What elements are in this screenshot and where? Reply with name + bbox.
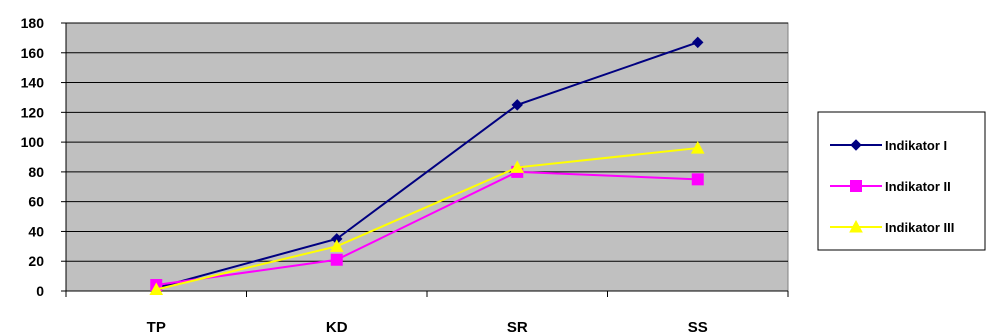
y-tick-label: 20 — [28, 253, 44, 269]
x-tick-label-tp: TP — [147, 319, 166, 336]
y-tick-label: 180 — [21, 15, 45, 31]
gridlines — [66, 22, 788, 262]
data-point-3-tp — [149, 282, 164, 296]
legend-label: Indikator III — [885, 220, 954, 235]
x-tick-label-kd: KD — [326, 319, 348, 336]
data-point-1-ss — [692, 36, 704, 49]
y-tick-label: 40 — [28, 223, 44, 239]
series-line-1 — [155, 41, 699, 289]
y-tick-label: 100 — [21, 134, 45, 150]
data-point-3-kd — [329, 239, 344, 252]
legend-label: Indikator I — [885, 138, 947, 153]
data-point-1-sr — [511, 99, 523, 111]
legend-item-1: Indikator I — [830, 138, 947, 153]
y-tick-label: 60 — [28, 194, 44, 210]
y-axis-ticks: 0 20 40 60 80 100 120 140 160 180 — [21, 15, 66, 299]
series-line-2 — [156, 170, 698, 287]
series-layer — [149, 36, 705, 296]
legend-label: Indikator II — [885, 179, 951, 194]
data-point-3-ss — [690, 141, 705, 154]
legend-swatch-marker — [849, 219, 863, 233]
data-point-2-ss — [691, 173, 704, 186]
legend-item-3: Indikator III — [830, 219, 954, 235]
data-point-2-kd — [330, 253, 343, 266]
x-tick-label-sr: SR — [507, 319, 528, 336]
data-point-3-sr — [510, 160, 525, 173]
legend-swatch-marker — [850, 180, 862, 192]
y-tick-label: 120 — [21, 104, 45, 120]
y-tick-label: 0 — [36, 283, 44, 299]
series-3 — [149, 141, 705, 296]
legend-swatch-marker — [850, 139, 862, 151]
plot-area — [65, 22, 789, 292]
series-line-3 — [156, 147, 698, 291]
x-tick-label-ss: SS — [688, 319, 708, 336]
y-tick-label: 80 — [28, 164, 44, 180]
legend: Indikator I Indikator II Indikator III — [817, 111, 986, 251]
legend-item-2: Indikator II — [830, 179, 951, 194]
x-axis-ticks: TP KD SR SS — [65, 291, 789, 336]
y-tick-label: 160 — [21, 45, 45, 61]
y-tick-label: 140 — [21, 75, 45, 91]
